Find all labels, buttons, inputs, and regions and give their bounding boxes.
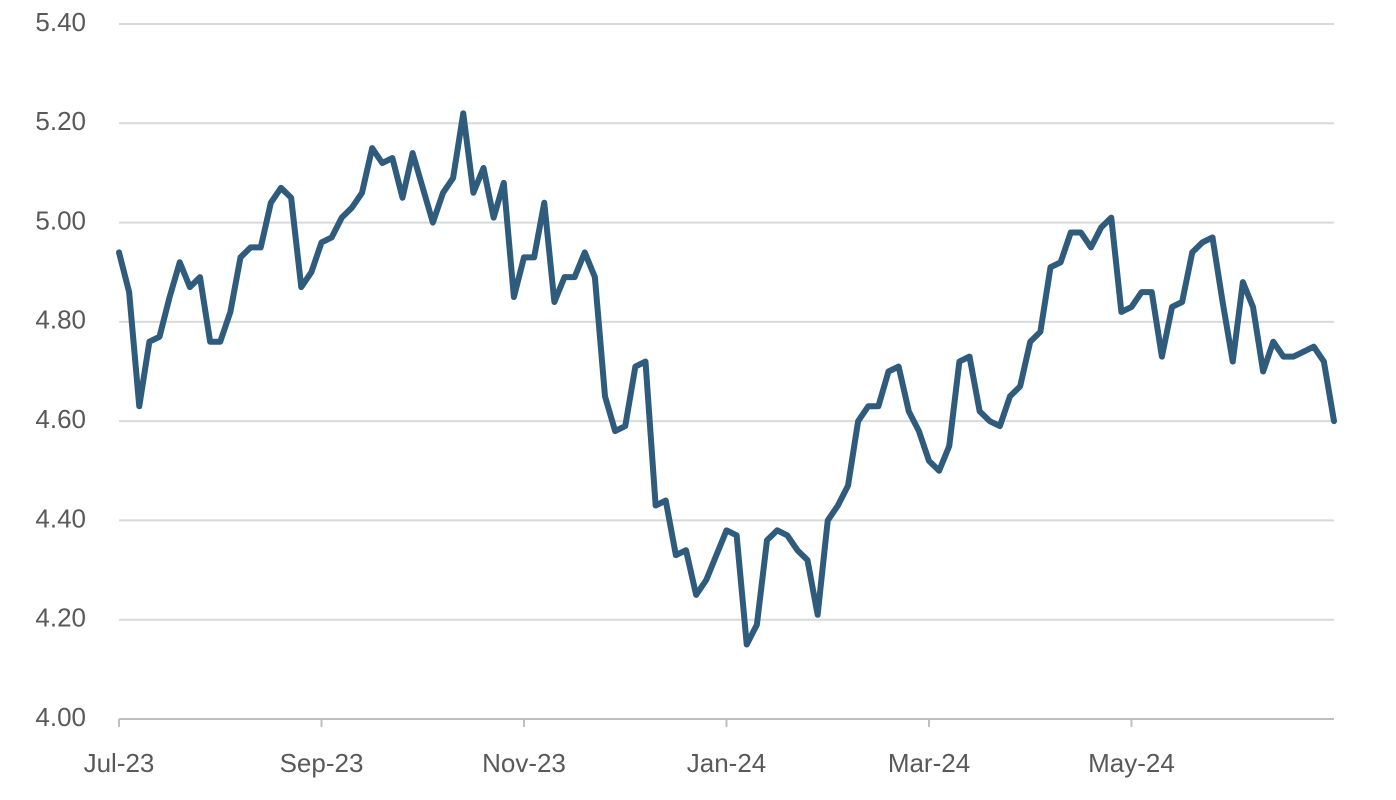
x-tick-label: Jul-23 <box>84 748 155 778</box>
x-tick-label: May-24 <box>1088 748 1175 778</box>
x-tick-label: Mar-24 <box>888 748 970 778</box>
x-tick-label: Jan-24 <box>687 748 767 778</box>
line-series <box>116 110 1337 648</box>
y-tick-label: 4.40 <box>35 503 86 533</box>
y-tick-label: 5.20 <box>35 106 86 136</box>
y-tick-label: 4.20 <box>35 603 86 633</box>
y-tick-label: 4.00 <box>35 702 86 732</box>
x-tick-label: Sep-23 <box>280 748 364 778</box>
y-tick-label: 5.40 <box>35 7 86 37</box>
y-tick-label: 4.80 <box>35 305 86 335</box>
y-tick-label: 5.00 <box>35 205 86 235</box>
y-tick-label: 4.60 <box>35 404 86 434</box>
x-tick-label: Nov-23 <box>482 748 566 778</box>
